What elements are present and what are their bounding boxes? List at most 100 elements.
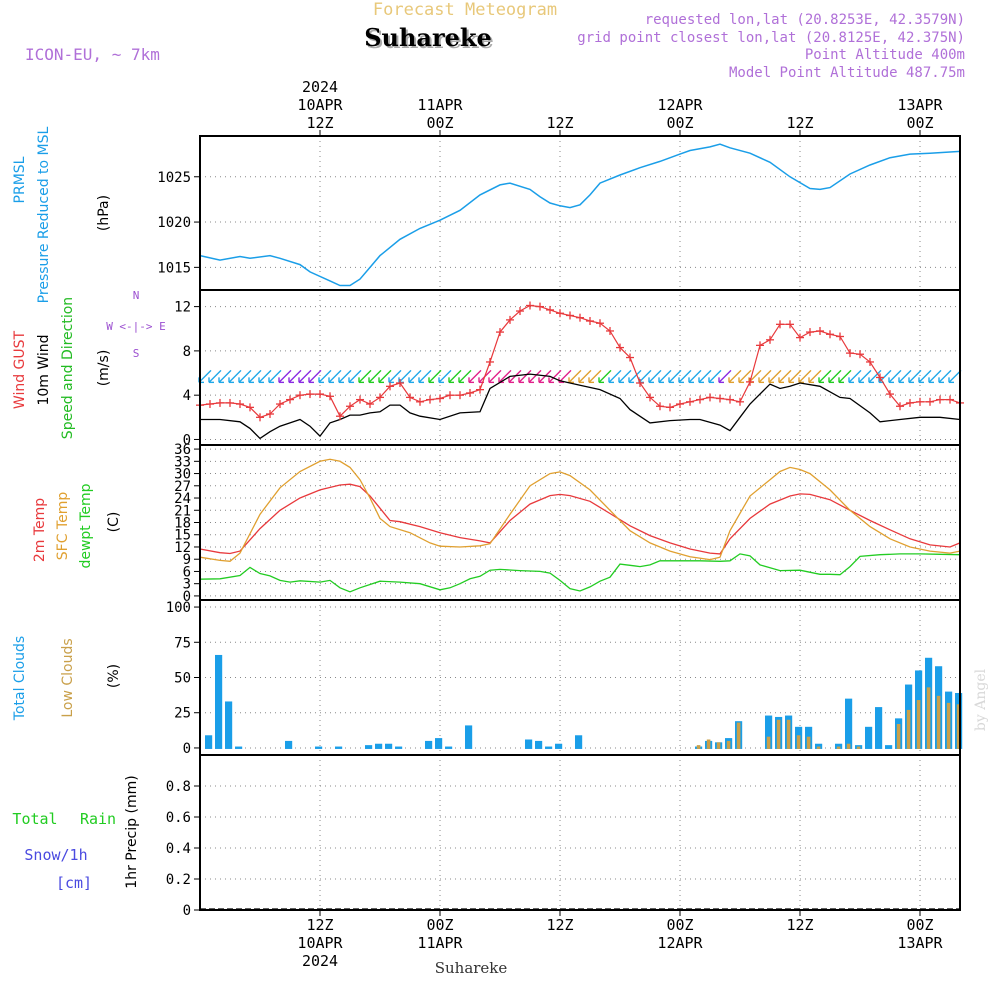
wind-barb-shaft: [938, 369, 952, 383]
wind-ytick-label: 8: [183, 344, 191, 360]
wind-gust-marker: [676, 400, 684, 409]
wind-barb-shaft: [658, 369, 672, 383]
wind-barb: [818, 369, 832, 384]
wind-barb: [678, 369, 692, 384]
wind-gust-marker: [506, 315, 514, 324]
low-clouds-bar: [716, 742, 721, 749]
wind-gust-marker: [866, 357, 874, 366]
wind-barb: [528, 369, 542, 384]
wind-barb: [488, 369, 502, 384]
wind-gust-marker: [696, 395, 704, 404]
top-time-label: 11APR: [417, 96, 463, 114]
wind-barb: [728, 369, 742, 384]
low-clouds-bar: [736, 722, 741, 749]
wind-barb-shaft: [208, 369, 222, 383]
wind-gust-marker: [686, 397, 694, 406]
wind-gust-marker: [746, 377, 754, 386]
low-clouds-bar: [836, 746, 841, 749]
bottom-time-label: 12Z: [306, 916, 333, 934]
temp-2m-line: [199, 483, 961, 555]
precip-ytick-label: 0.2: [166, 872, 191, 888]
wind-barb: [608, 369, 622, 384]
low-clouds-bar: [946, 702, 951, 749]
wind-barb-shaft: [688, 369, 702, 383]
wind-barb: [458, 369, 472, 384]
wind-barb: [668, 369, 682, 384]
wind-barb-shaft: [618, 369, 632, 383]
wind-gust-marker: [446, 391, 454, 400]
wind-barb: [218, 369, 232, 384]
pressure-unit: (hPa): [96, 195, 112, 231]
wind-barb: [448, 369, 462, 384]
wind-gust-marker: [456, 391, 464, 400]
low-clouds-bar: [856, 746, 861, 749]
wind-gust-marker: [816, 326, 824, 335]
wind-barb-shaft: [768, 369, 782, 383]
top-time-label: 13APR: [897, 96, 943, 114]
wind-barb-shaft: [588, 369, 602, 383]
wind-barb-shaft: [388, 369, 402, 383]
temp-dewpoint-label: dewpt Temp: [78, 483, 94, 568]
total-clouds-bar: [235, 746, 243, 749]
bottom-time-label: 11APR: [417, 934, 463, 952]
total-clouds-bar: [445, 746, 453, 749]
wind-barb: [688, 369, 702, 384]
wind-gust-marker: [546, 305, 554, 314]
wind-speed-direction-label: Speed and Direction: [60, 297, 76, 439]
precip-rain-label: Rain: [80, 810, 116, 828]
wind-barb-shaft: [678, 369, 692, 383]
total-clouds-bar: [425, 740, 433, 749]
wind-barb: [518, 369, 532, 384]
precip-labels: Total Rain Snow/1h [cm] 1hr Precip (mm): [12, 775, 140, 892]
wind-barb-shaft: [398, 369, 412, 383]
wind-gust-marker: [296, 391, 304, 400]
wind-barb-shaft: [638, 369, 652, 383]
wind-gust-marker: [276, 400, 284, 409]
watermark: by Angel: [973, 668, 989, 731]
wind-gust-marker: [466, 388, 474, 397]
low-clouds-bar: [926, 687, 931, 749]
top-time-label: 00Z: [426, 114, 453, 132]
low-clouds-bar: [846, 743, 851, 749]
wind-barb: [598, 369, 612, 384]
wind-barb-shaft: [518, 369, 532, 383]
total-clouds-bar: [545, 746, 553, 749]
clouds-ytick-label: 25: [174, 706, 191, 722]
wind-barb-shaft: [778, 369, 792, 383]
temp-dewpoint-line: [199, 553, 961, 593]
wind-gust-marker: [586, 317, 594, 325]
top-time-label: 12APR: [657, 96, 703, 114]
wind-labels: Wind GUST 10m Wind Speed and Direction (…: [12, 289, 166, 439]
bottom-time-label: 2024: [302, 952, 338, 970]
wind-barb: [408, 369, 422, 384]
total-clouds-bar: [375, 743, 383, 749]
wind-gust-marker: [416, 397, 424, 406]
low-clouds-bar: [806, 736, 811, 749]
wind-gust-marker: [906, 398, 914, 407]
wind-barb: [738, 369, 752, 384]
total-clouds-bar: [525, 739, 533, 749]
bottom-time-label: 12Z: [786, 916, 813, 934]
wind-gust-marker: [266, 410, 274, 418]
wind-gust-marker: [796, 333, 804, 342]
low-clouds-bar: [696, 745, 701, 749]
top-time-label: 12Z: [546, 114, 573, 132]
wind-barb: [918, 369, 932, 384]
wind-gust-marker: [776, 320, 784, 329]
wind-barb-shaft: [728, 369, 742, 383]
wind-barb: [888, 369, 902, 384]
total-clouds-bar: [535, 740, 543, 749]
wind-barb-shaft: [308, 369, 322, 383]
wind-barb-shaft: [698, 369, 712, 383]
bottom-time-label: 00Z: [426, 916, 453, 934]
wind-barb-shaft: [798, 369, 812, 383]
wind-barb: [618, 369, 632, 384]
wind-gust-marker: [396, 379, 404, 387]
wind-gust-marker: [336, 412, 344, 421]
total-clouds-bar: [365, 745, 373, 749]
model-label: ICON-EU, ~ 7km: [25, 45, 160, 64]
wind-gust-marker: [666, 403, 674, 412]
wind-barb-shaft: [488, 369, 502, 383]
wind-gust-marker: [476, 385, 484, 394]
